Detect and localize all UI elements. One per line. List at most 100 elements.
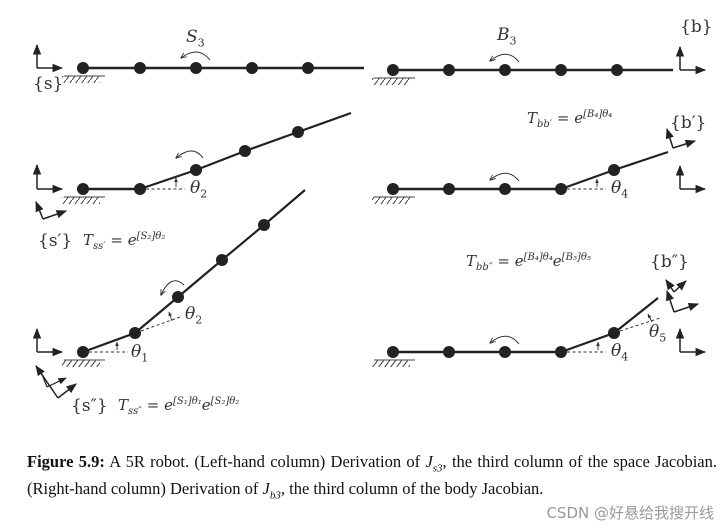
eq-exp-base: e — [127, 231, 137, 249]
js3-symbol: J — [425, 452, 433, 471]
joint-2 — [134, 62, 146, 74]
joint-3 — [190, 164, 202, 176]
theta-2-label: θ2 — [190, 178, 208, 201]
joint-5 — [292, 126, 304, 138]
joint-1 — [77, 183, 89, 195]
joint-5 — [302, 62, 314, 74]
joint-2 — [129, 327, 141, 339]
theta-1-label: θ1 — [131, 342, 149, 365]
joint-1 — [387, 64, 399, 76]
joint-1 — [77, 346, 89, 358]
angle-arrow-icon — [647, 313, 653, 323]
eq-lhs: T — [527, 109, 538, 127]
ground-icon — [62, 359, 105, 367]
robot-link — [82, 189, 306, 354]
rotation-arrow-icon — [181, 51, 211, 61]
theta-subscript: 2 — [200, 187, 208, 201]
theta-5-label: θ5 — [649, 322, 667, 345]
eq-exp-base: e — [514, 252, 524, 270]
theta-symbol: θ — [190, 178, 201, 198]
robot-figure — [32, 43, 707, 399]
body-frame-icon — [675, 164, 707, 194]
theta-symbol: θ — [611, 178, 622, 198]
frame-label-s: {s} — [33, 74, 64, 94]
theta-subscript: 1 — [141, 351, 149, 365]
joint-4 — [555, 346, 567, 358]
joint-2 — [443, 183, 455, 195]
screw-symbol: S — [186, 27, 198, 47]
theta-symbol: θ — [611, 341, 622, 361]
space-frame-icon — [32, 163, 64, 194]
transform-equation-bb-double-prime: Tbb″ = e[B₄]θ₄e[B₅]θ₅ — [466, 252, 591, 273]
joint-3 — [499, 183, 511, 195]
joint-5 — [608, 327, 620, 339]
figure-caption: Figure 5.9: A 5R robot. (Left-hand colum… — [27, 452, 717, 506]
ground-icon — [372, 359, 415, 367]
theta-4-label: θ4 — [611, 178, 628, 200]
rotated-frame-s-double-prime-icon — [35, 365, 77, 399]
eq-exp-base: e — [574, 109, 584, 127]
joint-4 — [239, 145, 251, 157]
eq-exponent: [B₄]θ₄ — [523, 252, 553, 263]
jb3-subscript: b3 — [269, 489, 281, 502]
eq-lhs: T — [83, 231, 94, 249]
theta-subscript: 5 — [659, 331, 667, 345]
right-panel-1 — [372, 45, 707, 85]
caption-text: , the third column of the space Jacobian… — [27, 452, 717, 498]
eq-exponent: [S₁]θ₁ — [173, 396, 202, 407]
joint-4 — [555, 64, 567, 76]
eq-exp-base: e — [201, 396, 211, 414]
joint-1 — [387, 183, 399, 195]
ground-icon — [62, 75, 105, 83]
theta-symbol: θ — [649, 322, 660, 342]
robot-link — [560, 297, 659, 354]
body-frame-b-double-prime-icon — [665, 279, 699, 313]
transform-equation-bb-prime: Tbb′ = e[B₄]θ₄ — [527, 109, 613, 130]
rotation-arrow-icon — [490, 335, 520, 345]
joint-2 — [134, 183, 146, 195]
ground-icon — [372, 77, 415, 85]
joint-1 — [387, 346, 399, 358]
angle-arrow-icon — [168, 311, 173, 322]
theta-symbol: θ — [185, 304, 196, 324]
space-frame-icon — [32, 327, 64, 357]
frame-label-s-double-prime: {s″} — [71, 396, 108, 416]
caption-text: A 5R robot. (Left-hand column) Derivatio… — [104, 452, 426, 471]
screw-symbol: B — [497, 25, 510, 45]
eq-exp-base: e — [552, 252, 562, 270]
joint-3 — [172, 291, 184, 303]
left-panel-1 — [32, 43, 364, 83]
joint-1 — [77, 62, 89, 74]
eq-lhs-sub: ss′ — [93, 241, 106, 252]
joint-5 — [608, 164, 620, 176]
joint-4 — [216, 254, 228, 266]
joint-4 — [555, 183, 567, 195]
screw-axis-label-s3: S3 — [186, 27, 205, 50]
rotation-arrow-icon — [490, 53, 520, 63]
screw-axis-label-b3: B3 — [497, 25, 517, 47]
right-panel-2 — [372, 127, 707, 204]
figure-number: Figure 5.9: — [27, 452, 105, 471]
transform-equation-ss-prime: Tss′ = e[S₂]θ₂ — [83, 231, 166, 252]
body-frame-b-prime-icon — [665, 127, 697, 149]
frame-label-s-prime: {s′} — [38, 231, 73, 251]
rotation-arrow-icon — [161, 280, 185, 295]
joint-3 — [499, 346, 511, 358]
body-frame-icon — [675, 327, 707, 357]
theta-4-label: θ4 — [611, 341, 629, 364]
eq-exponent: [B₅]θ₅ — [561, 252, 591, 263]
theta-subscript: 4 — [621, 350, 629, 364]
rotation-arrow-icon — [490, 172, 520, 182]
theta-symbol: θ — [131, 342, 142, 362]
joint-4 — [246, 62, 258, 74]
left-panel-2 — [32, 111, 352, 220]
ground-icon — [62, 196, 105, 204]
frame-label-b: {b} — [680, 17, 713, 37]
ground-icon — [372, 196, 415, 204]
rotated-frame-s-prime-icon — [35, 201, 67, 220]
eq-lhs: T — [466, 252, 477, 270]
eq-lhs-sub: ss″ — [128, 406, 143, 417]
joint-3 — [190, 62, 202, 74]
joint-5 — [611, 64, 623, 76]
screw-subscript: 3 — [197, 36, 205, 50]
